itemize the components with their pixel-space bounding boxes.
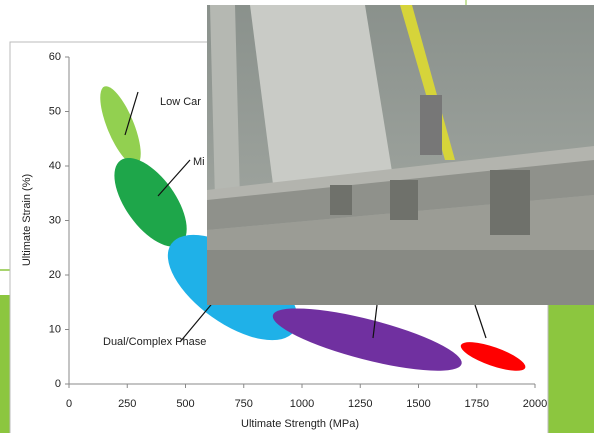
region-label: Mi [193, 156, 205, 168]
x-tick-label: 2000 [523, 398, 547, 410]
y-tick-label: 30 [49, 214, 61, 226]
x-axis-title: Ultimate Strength (MPa) [241, 418, 359, 430]
y-tick-label: 10 [49, 323, 61, 335]
page: 0 10 20 30 40 50 60 0 250 500 750 1000 1250 1500 1750 2… [0, 0, 594, 433]
x-tick-label: 500 [176, 398, 194, 410]
x-tick-label: 1750 [465, 398, 489, 410]
x-tick-label: 0 [66, 398, 72, 410]
y-tick-label: 60 [49, 51, 61, 63]
post [490, 170, 530, 235]
x-tick-label: 1000 [290, 398, 314, 410]
y-axis-title: Ultimate Strain (%) [21, 174, 33, 266]
x-tick-label: 250 [118, 398, 136, 410]
green-block [546, 290, 594, 433]
y-tick-label: 20 [49, 269, 61, 281]
y-tick-label: 0 [55, 378, 61, 390]
region-label: Low Car [160, 96, 201, 108]
device [420, 95, 442, 155]
slide: 0 10 20 30 40 50 60 0 250 500 750 1000 1250 1500 1750 2… [0, 0, 594, 433]
region-label: Dual/Complex Phase [103, 336, 206, 348]
post [330, 185, 352, 215]
x-tick-label: 750 [235, 398, 253, 410]
x-tick-label: 1250 [348, 398, 372, 410]
y-tick-label: 50 [49, 105, 61, 117]
deck [207, 250, 594, 305]
post [390, 180, 418, 220]
x-tick-label: 1500 [406, 398, 430, 410]
photo [207, 5, 594, 305]
y-tick-label: 40 [49, 160, 61, 172]
pylon [210, 5, 240, 200]
